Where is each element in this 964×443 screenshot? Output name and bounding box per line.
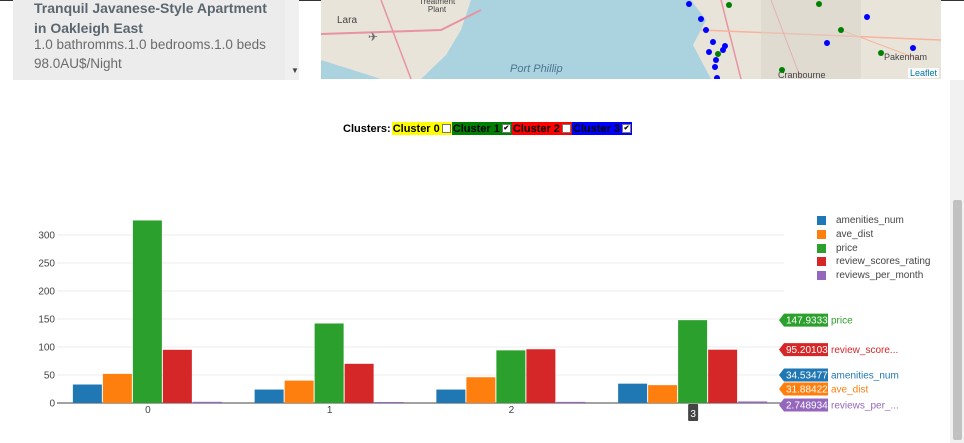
bar-reviews_per_month-0 <box>192 401 222 403</box>
cluster-3-toggle[interactable]: Cluster 3 ✔ <box>571 122 632 135</box>
bar-ave_dist-0 <box>102 373 132 403</box>
map-label-cranbourne: Cranbourne <box>778 70 826 79</box>
cluster-filter: Clusters: Cluster 0 Cluster 1 ✔ Cluster … <box>343 122 632 135</box>
legend-label: reviews_per_month <box>836 270 924 282</box>
x-tick-label: 1 <box>327 405 333 416</box>
x-tick-label: 0 <box>145 405 151 416</box>
legend-swatch <box>817 243 826 253</box>
hover-value-box <box>779 368 828 382</box>
legend-item-price[interactable]: price <box>817 241 931 255</box>
hover-value-box <box>779 343 828 357</box>
hover-series-name: price <box>831 316 853 327</box>
y-tick-label: 150 <box>38 315 55 326</box>
top-section: Tranquil Javanese-Style Apartment in Oak… <box>0 0 964 80</box>
bar-amenities_num-1 <box>254 389 284 403</box>
legend-item-ave_dist[interactable]: ave_dist <box>817 228 931 242</box>
hover-x-label-bg <box>688 404 699 421</box>
bar-review_scores_rating-1 <box>344 363 374 403</box>
y-tick-label: 100 <box>38 343 55 354</box>
y-tick-label: 250 <box>38 259 55 270</box>
bar-ave_dist-2 <box>466 377 496 403</box>
bar-price-2 <box>496 350 526 403</box>
x-tick-label: 2 <box>509 405 515 416</box>
bar-amenities_num-3 <box>618 383 648 403</box>
chart-legend[interactable]: amenities_num ave_dist price review_scores_… <box>817 214 931 282</box>
bar-ave_dist-3 <box>648 385 678 403</box>
map-label-lara: Lara <box>337 15 358 26</box>
cluster-2-label: Cluster 2 <box>512 122 560 135</box>
bar-ave_dist-1 <box>284 380 314 403</box>
legend-swatch <box>817 271 826 281</box>
legend-swatch <box>817 230 826 240</box>
cluster-0-checkbox[interactable] <box>441 124 451 133</box>
y-tick-label: 0 <box>49 399 55 410</box>
bar-reviews_per_month-2 <box>556 401 586 403</box>
legend-item-reviews_per_month[interactable]: reviews_per_month <box>817 269 931 283</box>
scrollbar-thumb[interactable] <box>953 200 962 440</box>
hover-value: 34.53477 <box>786 371 828 382</box>
cluster-filter-title: Clusters: <box>343 122 391 135</box>
listing-title: Tranquil Javanese-Style Apartment in Oak… <box>34 0 267 36</box>
bar-reviews_per_month-1 <box>374 402 404 403</box>
page-scrollbar[interactable] <box>950 80 964 443</box>
listing-details: 1.0 bathromms.1.0 bedrooms.1.0 beds <box>34 37 266 52</box>
legend-label: amenities_num <box>836 215 904 227</box>
bar-review_scores_rating-0 <box>162 349 192 403</box>
hover-value-box <box>779 398 828 412</box>
cluster-2-toggle[interactable]: Cluster 2 <box>511 122 572 135</box>
bar-price-1 <box>314 323 344 403</box>
bar-amenities_num-2 <box>436 389 466 403</box>
cluster-0-label: Cluster 0 <box>392 122 440 135</box>
listing-card[interactable]: Tranquil Javanese-Style Apartment in Oak… <box>13 0 285 80</box>
y-tick-label: 50 <box>44 371 56 382</box>
hover-value-box <box>779 382 828 396</box>
map-label-plant: Treatment Plant <box>419 0 456 14</box>
leaflet-attribution[interactable]: Leaflet <box>907 68 939 78</box>
cluster-2-checkbox[interactable] <box>561 124 571 133</box>
bar-amenities_num-0 <box>72 384 102 403</box>
cluster-3-checkbox[interactable]: ✔ <box>622 124 631 133</box>
bar-price-0 <box>132 220 162 403</box>
y-tick-label: 200 <box>38 287 55 298</box>
hover-series-name: reviews_per_... <box>831 401 899 412</box>
bar-chart[interactable]: 05010015020025030001233147.9333price95.2… <box>0 200 950 443</box>
legend-label: review_scores_rating <box>836 256 931 268</box>
map-markers[interactable] <box>321 0 941 79</box>
legend-item-review_scores_rating[interactable]: review_scores_rating <box>817 255 931 269</box>
y-tick-label: 300 <box>38 231 55 242</box>
airport-icon: ✈ <box>368 30 379 44</box>
cluster-1-toggle[interactable]: Cluster 1 ✔ <box>451 122 512 135</box>
legend-swatch <box>817 216 826 226</box>
hover-series-name: review_score... <box>831 345 898 356</box>
hover-value: 147.9333 <box>786 316 828 327</box>
map-view[interactable]: Lara Treatment Plant ✈ Port Phillip Cran… <box>321 0 941 79</box>
hover-value-box <box>779 313 828 327</box>
legend-label: price <box>836 242 858 254</box>
cluster-1-label: Cluster 1 <box>452 122 500 135</box>
bar-review_scores_rating-3 <box>708 349 738 403</box>
bar-price-3 <box>678 320 708 403</box>
map-tiles <box>321 0 941 79</box>
legend-item-amenities_num[interactable]: amenities_num <box>817 214 931 228</box>
map-label-pakenham: Pakenham <box>884 52 928 62</box>
cluster-0-toggle[interactable]: Cluster 0 <box>391 122 452 135</box>
hover-value: 2.748934 <box>786 401 828 412</box>
hover-x-label: 3 <box>690 409 696 420</box>
bar-review_scores_rating-2 <box>526 349 556 403</box>
bar-reviews_per_month-3 <box>738 401 768 403</box>
hover-series-name: amenities_num <box>831 371 899 382</box>
legend-label: ave_dist <box>836 229 874 241</box>
scroll-down-icon[interactable]: ▼ <box>291 66 299 75</box>
listing-price: 98.0AU$/Night <box>34 56 122 71</box>
cluster-1-checkbox[interactable]: ✔ <box>501 124 511 133</box>
hover-value: 95.20103 <box>786 345 828 356</box>
cluster-3-label: Cluster 3 <box>572 122 620 135</box>
hover-series-name: ave_dist <box>831 385 868 396</box>
hover-value: 31.88422 <box>786 385 828 396</box>
legend-swatch <box>817 257 826 267</box>
map-label-bay: Port Phillip <box>510 63 563 75</box>
listing-panel[interactable]: Tranquil Javanese-Style Apartment in Oak… <box>13 0 299 80</box>
